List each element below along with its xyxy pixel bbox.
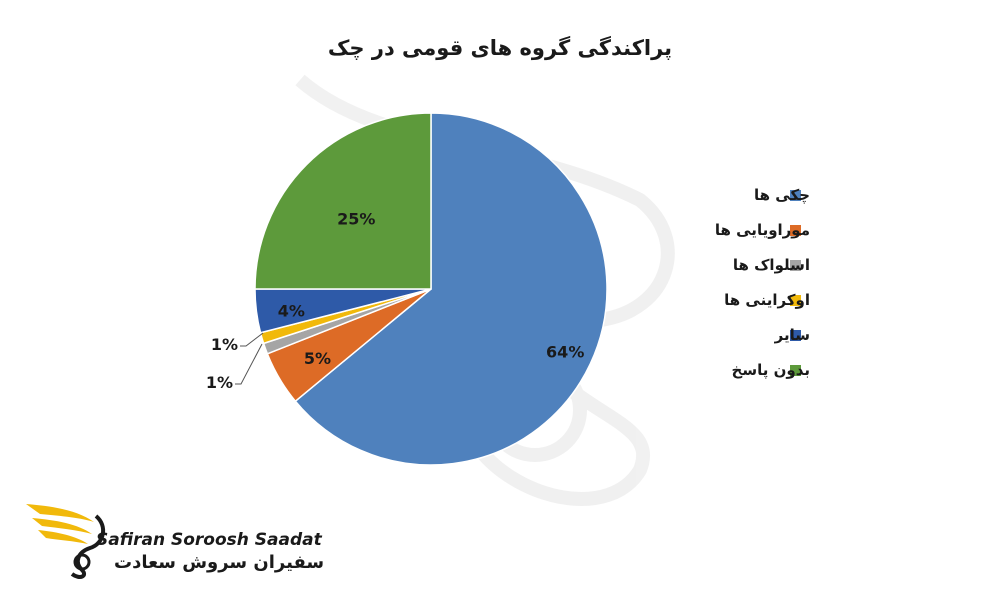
data-label: 4% [278,302,305,321]
legend-swatch [790,225,801,236]
data-label: 25% [337,209,375,228]
pie-slice [254,112,432,290]
legend-swatch [790,260,801,271]
pie-slices [254,112,608,466]
data-label: 1% [211,335,238,354]
leader-line [235,343,263,385]
legend-label: اوکراینی ها [724,291,810,309]
legend-swatch [790,295,801,306]
logo-name-en: Safiran Soroosh Saadat [96,530,322,550]
wing-logo-icon [26,504,106,579]
legend: چکی ها موراویایی ها اسلواک ها اوکراینی ها سا… [715,186,810,380]
data-label: 5% [304,349,331,368]
legend-swatch [790,365,801,376]
legend-swatch [790,190,801,201]
data-labels: 64% 5% 1% 1% 4% 25% [206,209,585,392]
data-label: 1% [206,373,233,392]
chart-title: پراکندگی گروه های قومی در چک [328,35,672,60]
legend-swatch [790,330,801,341]
legend-label: چکی ها [754,186,810,205]
data-label: 64% [546,343,584,362]
company-logo: Safiran Soroosh Saadat سفیران سروش سعادت [22,496,324,580]
legend-label: سایر [774,326,810,344]
logo-name-fa: سفیران سروش سعادت [114,552,325,573]
legend-label: بدون پاسخ [732,361,810,380]
legend-label: اسلواک ها [733,256,810,274]
leader-line [240,332,264,347]
pie-slice [294,112,608,466]
legend-label: موراویایی ها [715,221,810,239]
